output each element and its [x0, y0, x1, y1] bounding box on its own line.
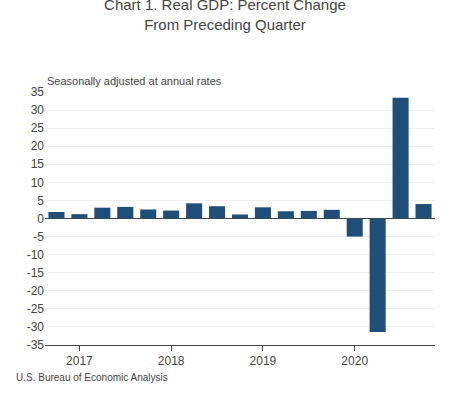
svg-text:-35: -35: [27, 338, 45, 352]
svg-text:20: 20: [31, 139, 45, 153]
svg-text:0: 0: [37, 212, 44, 226]
svg-text:15: 15: [31, 157, 45, 171]
svg-text:35: 35: [31, 85, 45, 99]
svg-text:U.S. Bureau of Economic Analys: U.S. Bureau of Economic Analysis: [16, 372, 168, 383]
svg-text:10: 10: [31, 176, 45, 190]
svg-text:25: 25: [31, 121, 45, 135]
svg-text:-5: -5: [33, 230, 44, 244]
svg-text:Seasonally adjusted at annual: Seasonally adjusted at annual rates: [47, 75, 222, 87]
svg-text:30: 30: [31, 103, 45, 117]
svg-text:Chart 1. Real GDP: Percent Cha: Chart 1. Real GDP: Percent ChangeFrom Pr…: [104, 0, 346, 33]
svg-text:2019: 2019: [250, 354, 277, 368]
svg-text:-20: -20: [27, 284, 45, 298]
svg-text:5: 5: [37, 194, 44, 208]
svg-text:-25: -25: [27, 302, 45, 316]
svg-text:-15: -15: [27, 266, 45, 280]
svg-text:-30: -30: [27, 320, 45, 334]
svg-text:2020: 2020: [341, 354, 368, 368]
svg-text:2017: 2017: [66, 354, 93, 368]
svg-text:2018: 2018: [158, 354, 185, 368]
svg-text:-10: -10: [27, 248, 45, 262]
